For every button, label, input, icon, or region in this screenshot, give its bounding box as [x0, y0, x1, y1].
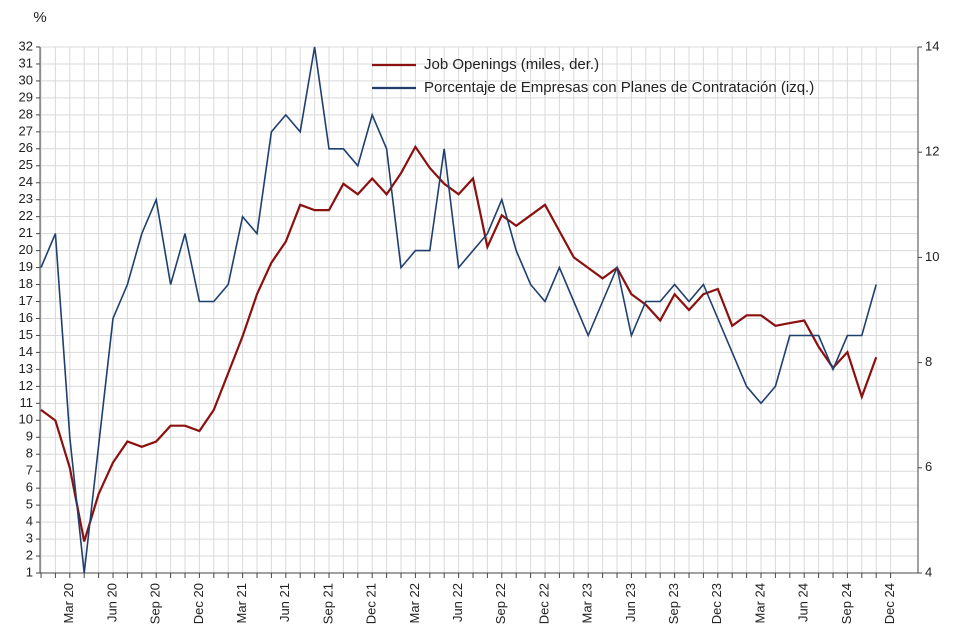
x-tick-label: Dec 24 [882, 583, 897, 624]
y-tick-label: 21 [19, 225, 33, 240]
y-axis-label: % [33, 9, 46, 26]
legend-label: Porcentaje de Empresas con Planes de Con… [424, 79, 814, 96]
y-tick-label: 10 [19, 412, 33, 427]
y-tick-label: 11 [20, 395, 34, 410]
x-tick-label: Dec 20 [191, 583, 206, 624]
y-tick-label: 9 [26, 429, 33, 444]
y2-tick-label: 8 [925, 354, 932, 369]
y2-tick-label: 4 [925, 564, 932, 579]
y-tick-label: 27 [19, 123, 33, 138]
y-tick-label: 26 [19, 140, 33, 155]
x-tick-label: Sep 21 [320, 583, 335, 624]
series-line [40, 46, 877, 574]
y-tick-label: 5 [26, 497, 33, 512]
y2-tick-label: 12 [925, 144, 939, 159]
y-tick-label: 2 [26, 547, 33, 562]
y-tick-label: 18 [19, 276, 33, 291]
y-tick-label: 8 [26, 446, 33, 461]
x-tick-label: Sep 23 [666, 583, 681, 624]
y-tick-label: 4 [26, 514, 33, 529]
y-tick-label: 32 [19, 38, 33, 53]
y2-tick-label: 10 [925, 249, 939, 264]
x-tick-label: Mar 21 [234, 583, 249, 623]
x-tick-label: Jun 22 [450, 583, 465, 622]
x-tick-label: Jun 20 [104, 583, 119, 622]
x-tick-label: Sep 20 [148, 583, 163, 624]
y-tick-label: 7 [26, 463, 33, 478]
y-tick-label: 19 [19, 259, 33, 274]
x-tick-label: Dec 23 [709, 583, 724, 624]
y2-tick-label: 6 [925, 459, 932, 474]
x-tick-label: Mar 24 [752, 583, 767, 623]
y-tick-label: 1 [26, 564, 33, 579]
x-tick-label: Mar 23 [580, 583, 595, 623]
y-tick-label: 25 [19, 157, 33, 172]
x-tick-label: Dec 22 [536, 583, 551, 624]
x-tick-label: Mar 20 [61, 583, 76, 623]
x-tick-label: Mar 22 [407, 583, 422, 623]
series-line [40, 144, 878, 542]
y-tick-label: 30 [19, 72, 33, 87]
y-tick-label: 14 [19, 344, 33, 359]
y-tick-label: 13 [19, 361, 33, 376]
y-tick-label: 24 [19, 174, 33, 189]
y-tick-label: 17 [19, 293, 33, 308]
y-tick-label: 6 [26, 480, 33, 495]
y-tick-label: 29 [19, 89, 33, 104]
y-tick-label: 22 [19, 208, 33, 223]
y-tick-label: 31 [19, 55, 33, 70]
y-tick-label: 3 [26, 531, 33, 546]
y2-tick-label: 14 [925, 38, 939, 53]
y-tick-label: 28 [19, 106, 33, 121]
legend-label: Job Openings (miles, der.) [424, 56, 599, 73]
x-tick-label: Sep 24 [839, 583, 854, 624]
x-tick-label: Jun 23 [623, 583, 638, 622]
y-tick-label: 20 [19, 242, 33, 257]
x-tick-label: Jun 24 [796, 583, 811, 622]
y-tick-label: 15 [19, 327, 33, 342]
y-tick-label: 23 [19, 191, 33, 206]
x-tick-label: Sep 22 [493, 583, 508, 624]
y-tick-label: 16 [19, 310, 33, 325]
y-tick-label: 12 [19, 378, 33, 393]
x-tick-label: Dec 21 [364, 583, 379, 624]
x-tick-label: Jun 21 [277, 583, 292, 622]
